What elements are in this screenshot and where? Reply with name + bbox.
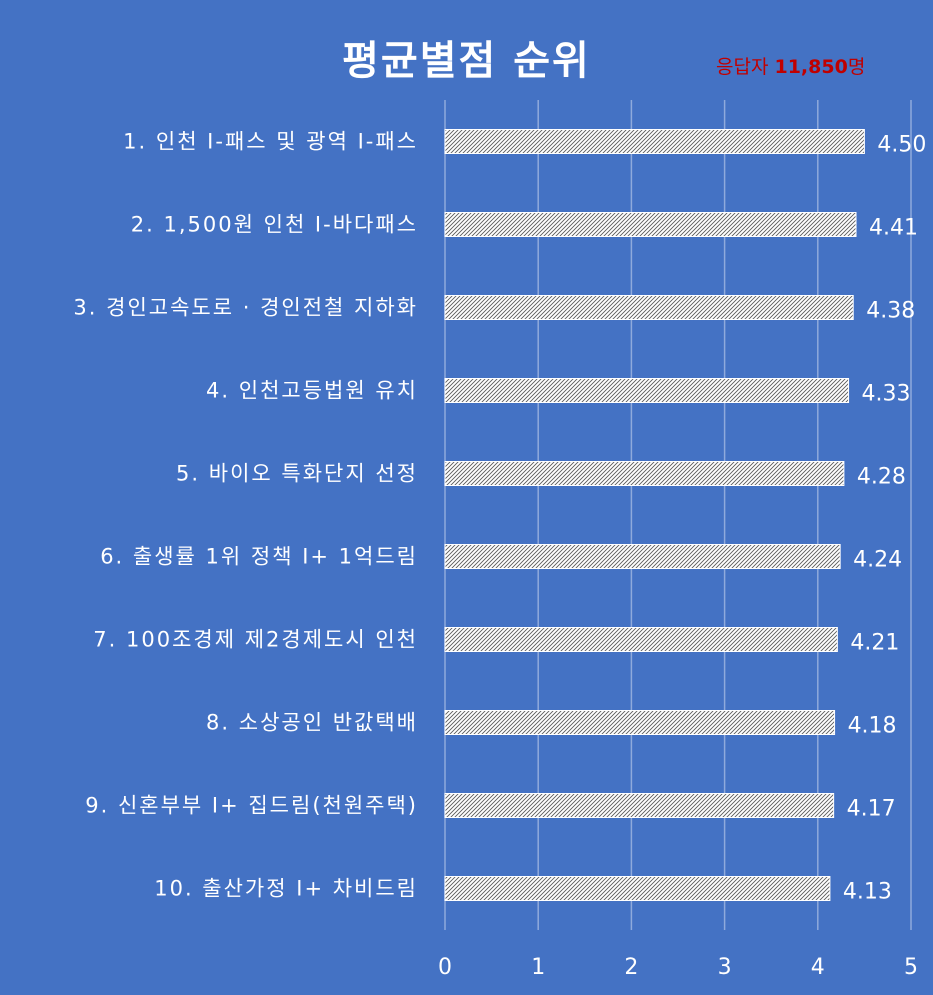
data-label: 4.33: [862, 382, 911, 407]
bar: [444, 544, 841, 569]
category-label: 5. 바이오 특화단지 선정: [176, 462, 418, 486]
category-label: 6. 출생률 1위 정책 I+ 1억드림: [100, 545, 418, 569]
x-axis-tick-labels: 0 1 2 3 4 5: [438, 955, 918, 980]
bar: [444, 710, 836, 735]
x-tick-label: 1: [531, 955, 545, 980]
data-label: 4.50: [877, 133, 926, 158]
category-label: 4. 인천고등법원 유치: [206, 379, 418, 403]
data-label: 4.17: [847, 797, 896, 822]
bar: [444, 461, 845, 486]
x-tick-label: 3: [718, 955, 732, 980]
category-label: 7. 100조경제 제2경제도시 인천: [93, 628, 418, 652]
respondent-count: 응답자 11,850명: [716, 52, 865, 79]
data-label: 4.13: [843, 880, 892, 905]
bars: [444, 129, 865, 901]
respondent-suffix: 명: [847, 56, 866, 78]
respondent-number: 11,850: [774, 56, 848, 78]
category-labels: 1. 인천 I-패스 및 광역 I-패스 2. 1,500원 인천 I-바다패스 3…: [73, 130, 418, 901]
bar: [444, 129, 865, 154]
value-labels: 4.50 4.41 4.38 4.33 4.28 4.24 4.21 4.18 4.17 4.13: [843, 133, 926, 905]
category-label: 10. 출산가정 I+ 차비드림: [154, 877, 418, 901]
data-label: 4.18: [848, 714, 897, 739]
bar: [444, 378, 850, 403]
x-tick-label: 0: [438, 955, 452, 980]
category-label: 1. 인천 I-패스 및 광역 I-패스: [123, 130, 418, 154]
x-tick-label: 4: [811, 955, 825, 980]
data-label: 4.41: [869, 216, 918, 241]
chart-title: 평균별점 순위: [342, 38, 591, 84]
category-label: 3. 경인고속도로 · 경인전철 지하화: [73, 296, 418, 320]
grid-lines: [444, 100, 912, 930]
bar: [444, 793, 835, 818]
data-label: 4.24: [853, 548, 902, 573]
category-label: 9. 신혼부부 I+ 집드림(천원주택): [85, 794, 418, 818]
bar: [444, 295, 854, 320]
data-label: 4.21: [850, 631, 899, 656]
category-label: 8. 소상공인 반값택배: [206, 711, 418, 735]
bar: [444, 627, 838, 652]
category-label: 2. 1,500원 인천 I-바다패스: [131, 213, 418, 237]
x-tick-label: 2: [624, 955, 638, 980]
data-label: 4.38: [866, 299, 915, 324]
x-tick-label: 5: [904, 955, 918, 980]
data-label: 4.28: [857, 465, 906, 490]
bar: [444, 876, 831, 901]
respondent-prefix: 응답자: [716, 56, 775, 78]
bar: [444, 212, 857, 237]
